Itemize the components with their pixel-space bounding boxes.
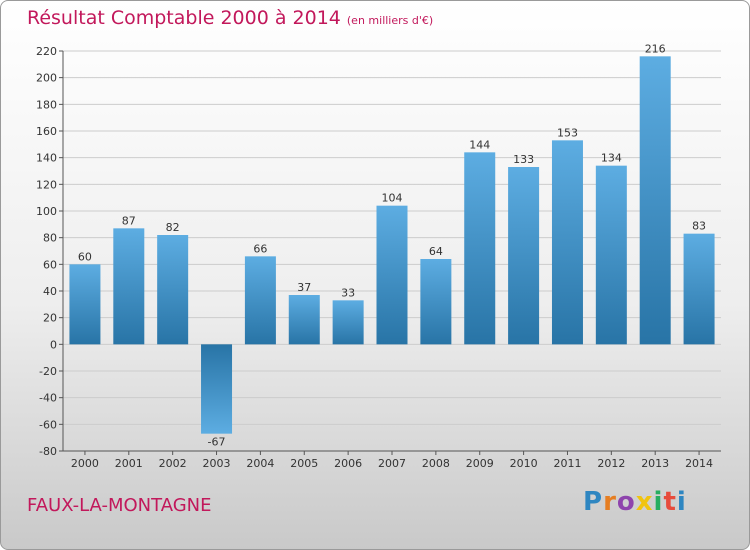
data-label: 133 [513, 153, 534, 166]
data-label: 134 [601, 152, 622, 165]
data-label: 37 [297, 281, 311, 294]
y-tick-label: 40 [43, 285, 57, 298]
x-tick-label: 2007 [378, 457, 406, 470]
data-label: 87 [122, 214, 136, 227]
logo-letter: t [663, 487, 677, 517]
data-label: 60 [78, 250, 92, 263]
logo-letter: i [676, 487, 687, 517]
logo-letter: i [653, 487, 664, 517]
chart-title: Résultat Comptable 2000 à 2014 (en millie… [27, 7, 433, 29]
x-tick-label: 2010 [510, 457, 538, 470]
x-tick-label: 2002 [159, 457, 187, 470]
data-label: 64 [429, 245, 443, 258]
x-tick-label: 2008 [422, 457, 450, 470]
data-label: 153 [557, 126, 578, 139]
x-tick-label: 2005 [290, 457, 318, 470]
bar [244, 256, 276, 345]
y-tick-label: 20 [43, 312, 57, 325]
bar [376, 205, 408, 345]
data-label: 33 [341, 286, 355, 299]
logo-letter: P [583, 487, 604, 517]
data-label: 82 [166, 221, 180, 234]
bar [595, 165, 627, 345]
unit-note: (en milliers d'€) [346, 14, 434, 27]
data-label: 216 [645, 42, 666, 55]
bar [69, 264, 101, 345]
logo-letter: o [616, 487, 636, 517]
bar [508, 167, 540, 345]
bar [551, 140, 583, 345]
y-tick-label: 80 [43, 232, 57, 245]
x-tick-label: 2012 [597, 457, 625, 470]
bar [420, 259, 452, 345]
data-label: 66 [253, 242, 267, 255]
bar [113, 228, 145, 345]
logo-letter: x [635, 487, 654, 517]
x-tick-label: 2014 [685, 457, 713, 470]
bar [332, 300, 364, 345]
y-tick-label: 0 [50, 338, 57, 351]
y-tick-label: 220 [36, 45, 57, 58]
title-text: Résultat Comptable 2000 à 2014 [27, 7, 341, 29]
bar [288, 295, 320, 345]
bar [157, 235, 189, 345]
x-tick-label: 2003 [203, 457, 231, 470]
y-tick-label: 180 [36, 98, 57, 111]
bar [639, 56, 671, 345]
y-tick-label: 60 [43, 258, 57, 271]
y-tick-label: -40 [39, 392, 57, 405]
x-tick-label: 2011 [553, 457, 581, 470]
y-tick-label: 140 [36, 152, 57, 165]
data-label: -67 [208, 436, 226, 449]
commune-name: FAUX-LA-MONTAGNE [27, 495, 212, 516]
plot-area: 220200180160140120100806040200-20-40-60-… [36, 42, 721, 470]
x-tick-label: 2000 [71, 457, 99, 470]
x-tick-label: 2013 [641, 457, 669, 470]
y-tick-label: 160 [36, 125, 57, 138]
y-tick-label: 100 [36, 205, 57, 218]
data-label: 83 [692, 220, 706, 233]
proxiti-logo: Proxiti [583, 487, 687, 517]
x-tick-label: 2009 [466, 457, 494, 470]
x-tick-label: 2004 [246, 457, 274, 470]
data-label: 144 [469, 138, 490, 151]
y-tick-label: 120 [36, 178, 57, 191]
y-tick-label: -60 [39, 418, 57, 431]
y-tick-label: 200 [36, 72, 57, 85]
x-tick-label: 2001 [115, 457, 143, 470]
y-tick-label: -20 [39, 365, 57, 378]
x-tick-label: 2006 [334, 457, 362, 470]
bar [201, 344, 233, 434]
bar [464, 152, 496, 345]
bar [683, 233, 715, 345]
y-tick-label: -80 [39, 445, 57, 458]
logo-letter: r [603, 487, 617, 517]
data-label: 104 [382, 192, 403, 205]
